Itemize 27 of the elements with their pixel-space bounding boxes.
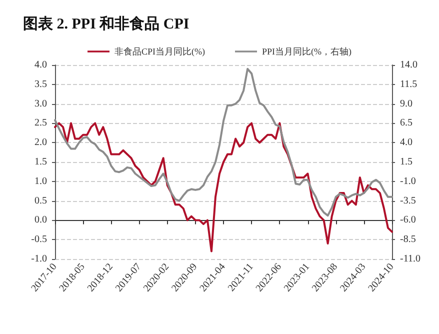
y2-tick-label: 4.0 <box>400 137 412 148</box>
y2-tick-label: 11.5 <box>400 78 418 90</box>
y2-tick-label: -1.0 <box>400 176 416 187</box>
legend-label: PPI当月同比(%，右轴) <box>262 46 352 56</box>
chart-title: 图表 2. PPI 和非食品 CPI <box>23 16 190 32</box>
y2-tick-label: 6.5 <box>400 118 412 129</box>
y-tick-label: 0.5 <box>34 195 47 206</box>
y-tick-label: 3.0 <box>34 98 47 110</box>
y-tick-label: 1.5 <box>34 156 47 168</box>
line-series <box>54 68 393 217</box>
y2-tick-label: -11.0 <box>400 254 420 264</box>
y-tick-label: -0.5 <box>31 234 47 246</box>
y2-tick-label: 14.0 <box>400 60 418 70</box>
y-tick-label: 1.0 <box>34 176 47 187</box>
y2-tick-label: -3.5 <box>400 195 416 206</box>
y2-tick-label: 9.0 <box>400 98 412 110</box>
y-tick-label: 2.5 <box>34 118 47 129</box>
y-tick-label: -1.0 <box>31 254 47 264</box>
legend-label: 非食品CPI当月同比(%) <box>114 46 205 56</box>
y-tick-label: 2.0 <box>34 137 47 148</box>
y-tick-label: 3.5 <box>34 78 47 90</box>
line-series <box>54 122 393 252</box>
y-tick-label: 0.0 <box>34 214 47 226</box>
y2-tick-label: 1.5 <box>400 156 412 168</box>
y2-tick-label: -8.5 <box>400 234 416 246</box>
y-tick-label: 4.0 <box>34 60 47 70</box>
y2-tick-label: -6.0 <box>400 214 416 226</box>
